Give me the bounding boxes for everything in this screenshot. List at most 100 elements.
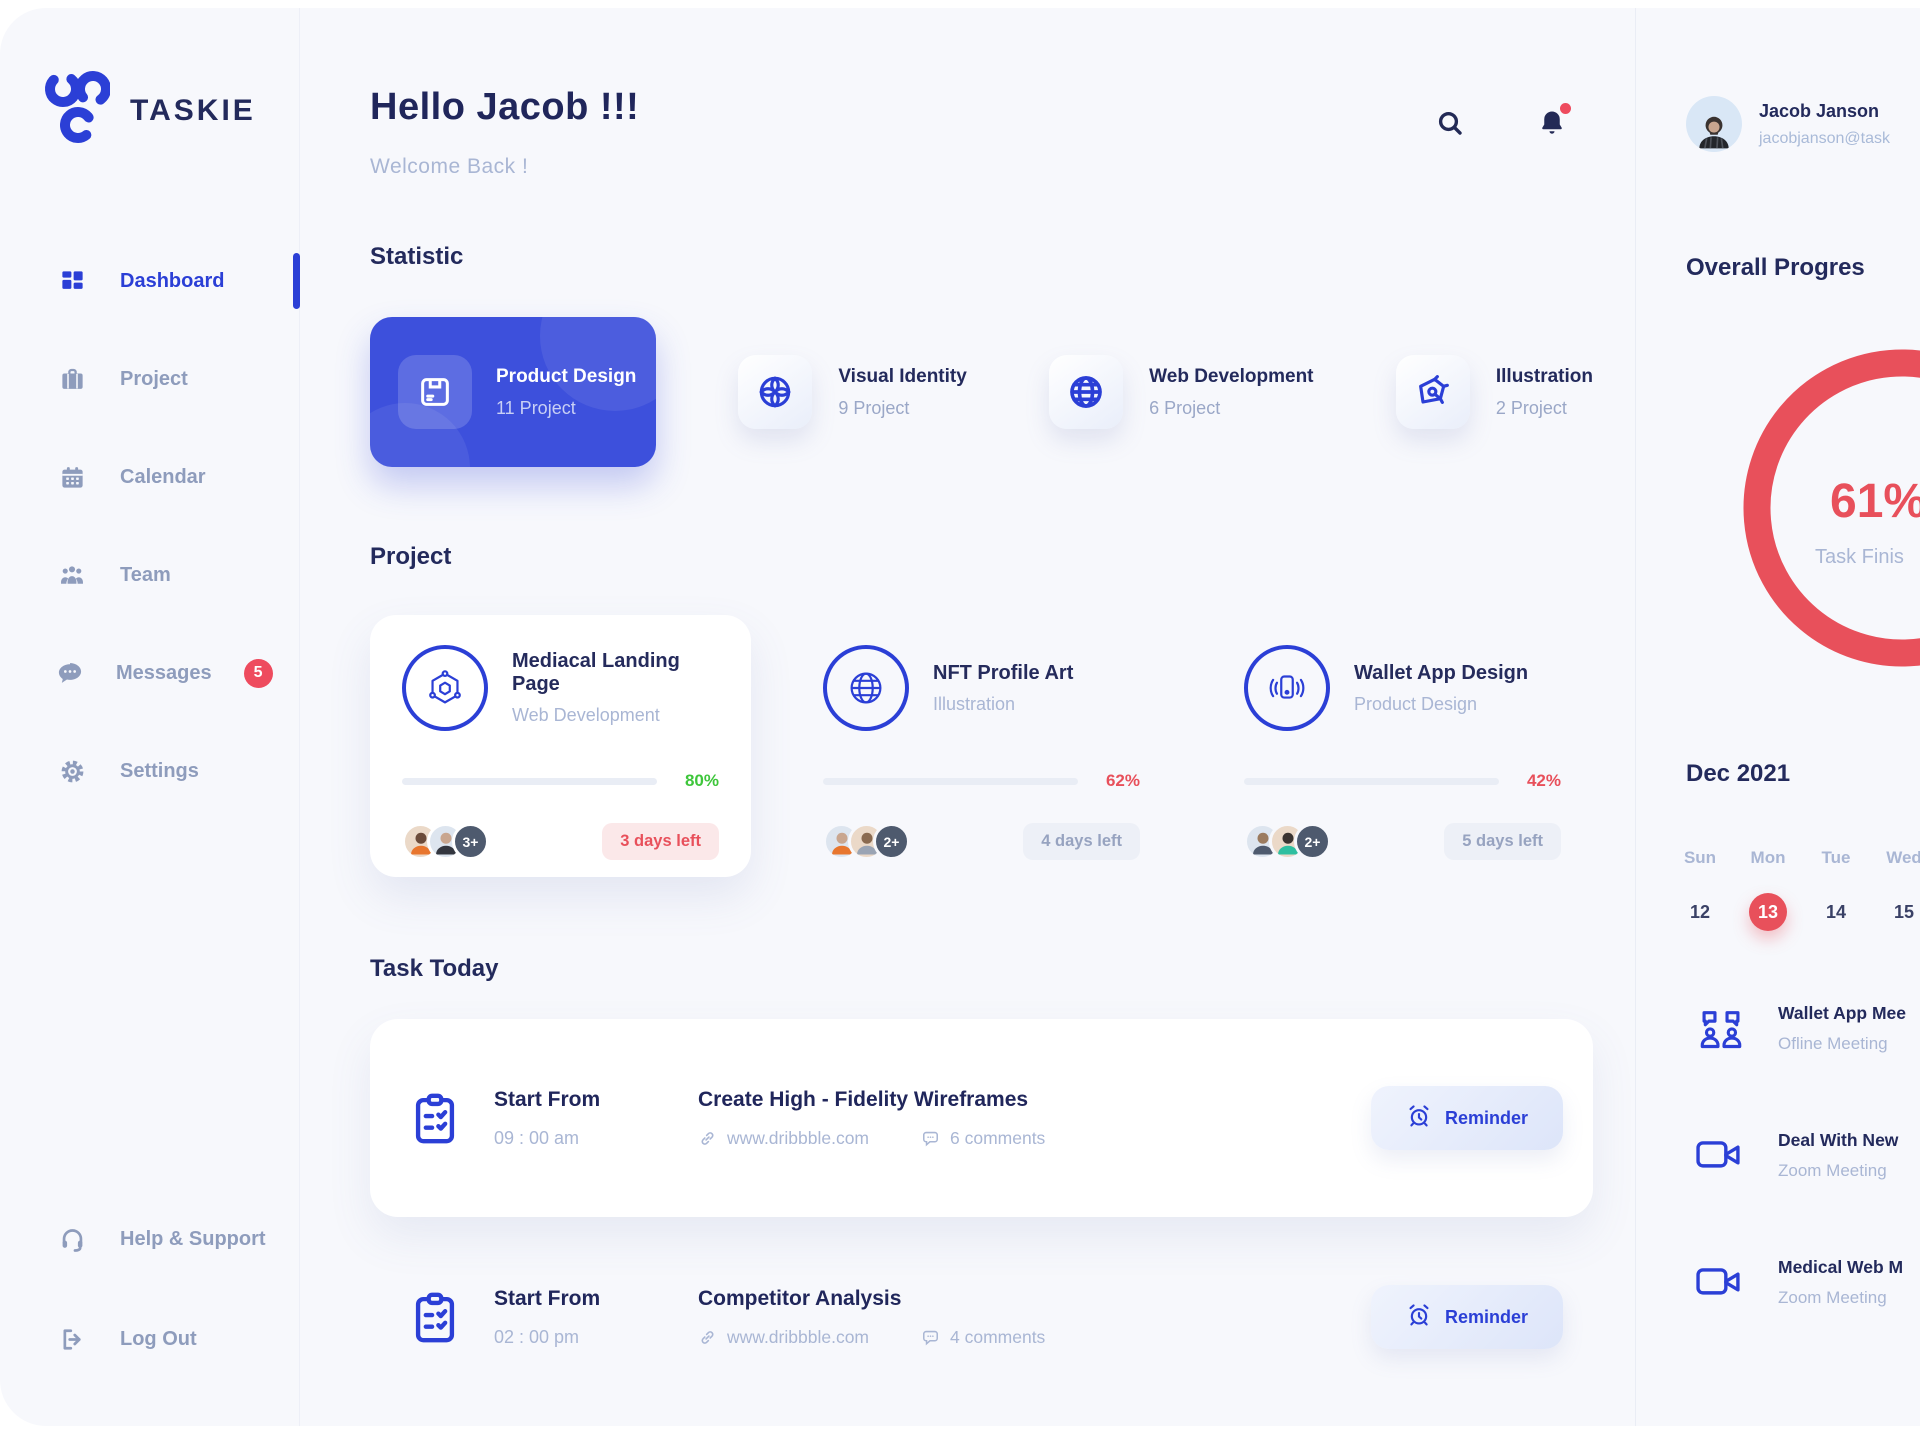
sidebar-item-project[interactable]: Project	[0, 353, 299, 405]
task-row[interactable]: Start From 02 : 00 pm Competitor Analysi…	[370, 1233, 1593, 1401]
calendar-month: Dec 2021	[1686, 760, 1791, 787]
right-panel: Jacob Janson jacobjanson@task Overall Pr…	[1635, 8, 1920, 1426]
stat-count: 6 Project	[1149, 397, 1221, 418]
sidebar-item-logout[interactable]: Log Out	[0, 1313, 299, 1365]
project-card-nft-profile[interactable]: NFT Profile Art Illustration 62% 2+ 4 da…	[791, 615, 1172, 877]
calendar-day-labels: Sun Mon Tue Wed	[1666, 848, 1920, 868]
day-label: Sun	[1683, 848, 1717, 867]
meeting-item[interactable]: Wallet App Mee Ofline Meeting	[1692, 1003, 1920, 1061]
people-chat-icon	[1692, 1003, 1750, 1061]
project-category: Product Design	[1354, 693, 1478, 714]
project-name: NFT Profile Art	[933, 661, 1074, 684]
alarm-clock-icon	[1406, 1302, 1432, 1333]
progress-bar: 62%	[823, 771, 1140, 791]
sidebar-item-team[interactable]: Team	[0, 549, 299, 601]
reminder-button[interactable]: Reminder	[1371, 1285, 1563, 1349]
project-category: Illustration	[933, 693, 1016, 714]
overall-progress-heading: Overall Progres	[1686, 254, 1865, 281]
stat-card-product-design[interactable]: Product Design 11 Project	[370, 317, 656, 467]
sidebar-item-help-support[interactable]: Help & Support	[0, 1213, 299, 1265]
overall-progress-caption: Task Finis	[1815, 546, 1904, 568]
project-card-wallet-app[interactable]: Wallet App Design Product Design 42% 2+ …	[1212, 615, 1593, 877]
task-link[interactable]: www.dribbble.com	[698, 1327, 869, 1348]
project-name: Mediacal Landing Page	[512, 650, 680, 695]
globe-icon	[1049, 355, 1124, 429]
sidebar-item-settings[interactable]: Settings	[0, 745, 299, 797]
sidebar: TASKIE Dashboard	[0, 8, 300, 1426]
project-card-medical-landing[interactable]: Mediacal Landing Page Web Development 80…	[370, 615, 751, 877]
days-left-chip: 3 days left	[602, 823, 719, 860]
sidebar-item-label: Messages	[116, 661, 212, 684]
hexagon-network-icon	[402, 645, 488, 731]
calendar-icon	[56, 464, 88, 491]
reminder-label: Reminder	[1444, 1306, 1529, 1327]
task-start-time: 09 : 00 am	[494, 1127, 580, 1148]
headset-icon	[56, 1226, 88, 1253]
gear-icon	[56, 758, 88, 785]
comment-icon	[921, 1328, 940, 1347]
task-link-text: www.dribbble.com	[727, 1127, 869, 1148]
briefcase-icon	[56, 366, 88, 393]
meeting-type: Ofline Meeting	[1778, 1034, 1888, 1053]
globe-wire-icon	[823, 645, 909, 731]
meeting-item[interactable]: Deal With New Zoom Meeting	[1692, 1130, 1920, 1181]
project-category: Web Development	[512, 705, 660, 725]
stat-card-web-development[interactable]: Web Development 6 Project	[1049, 355, 1314, 429]
task-comments-text: 6 comments	[950, 1127, 1046, 1148]
days-left-chip: 5 days left	[1444, 823, 1561, 860]
stat-name: Product Design	[496, 365, 637, 387]
task-link[interactable]: www.dribbble.com	[698, 1128, 869, 1149]
meeting-item[interactable]: Medical Web M Zoom Meeting	[1692, 1257, 1920, 1308]
overall-progress-value: 61%	[1830, 475, 1920, 528]
sidebar-item-label: Log Out	[120, 1327, 197, 1350]
avatar	[1686, 96, 1742, 152]
sidebar-item-label: Dashboard	[120, 269, 225, 292]
stat-card-illustration[interactable]: Illustration 2 Project	[1395, 355, 1593, 429]
logout-icon	[56, 1326, 88, 1353]
project-name: Wallet App Design	[1354, 661, 1529, 684]
task-start-time: 02 : 00 pm	[494, 1326, 580, 1347]
notification-bell-icon[interactable]	[1535, 103, 1571, 140]
calendar-date[interactable]: 12	[1689, 901, 1711, 922]
progress-value: 42%	[1526, 771, 1561, 790]
task-start-label: Start From	[494, 1087, 601, 1111]
task-comments[interactable]: 4 comments	[921, 1327, 1045, 1348]
link-icon	[698, 1328, 717, 1347]
calendar-date[interactable]: 15	[1893, 901, 1915, 922]
notification-dot	[1560, 103, 1571, 114]
reminder-button[interactable]: Reminder	[1371, 1086, 1563, 1150]
sidebar-footer: Help & Support Log Out	[0, 1213, 299, 1413]
sidebar-item-label: Project	[120, 367, 188, 390]
link-icon	[698, 1129, 717, 1148]
member-avatars: 2+	[1244, 823, 1331, 860]
stat-card-visual-identity[interactable]: Visual Identity 9 Project	[738, 355, 967, 429]
day-label: Mon	[1750, 848, 1786, 867]
task-row[interactable]: Start From 09 : 00 am Create High - Fide…	[370, 1019, 1593, 1217]
task-comments[interactable]: 6 comments	[921, 1128, 1045, 1149]
sidebar-item-messages[interactable]: Messages 5	[0, 647, 299, 699]
stat-count: 2 Project	[1495, 397, 1567, 418]
avatar-overflow-count: 2+	[1294, 823, 1331, 860]
user-profile[interactable]: Jacob Janson jacobjanson@task	[1686, 96, 1920, 152]
meeting-type: Zoom Meeting	[1778, 1288, 1887, 1307]
reminder-label: Reminder	[1444, 1107, 1529, 1128]
meeting-title: Wallet App Mee	[1778, 1003, 1907, 1023]
task-today-heading: Task Today	[370, 955, 499, 982]
stat-name: Web Development	[1149, 365, 1314, 387]
progress-bar: 42%	[1244, 771, 1561, 791]
day-label: Tue	[1821, 848, 1851, 867]
comment-icon	[921, 1129, 940, 1148]
search-icon[interactable]	[1433, 106, 1467, 140]
stat-name: Illustration	[1495, 365, 1593, 387]
sidebar-item-label: Settings	[120, 759, 199, 782]
sidebar-item-dashboard[interactable]: Dashboard	[0, 253, 300, 309]
sidebar-item-calendar[interactable]: Calendar	[0, 451, 299, 503]
calendar-date[interactable]: 14	[1825, 901, 1847, 922]
meeting-title: Deal With New	[1778, 1130, 1899, 1150]
meeting-type: Zoom Meeting	[1778, 1161, 1887, 1180]
messages-badge: 5	[243, 658, 273, 688]
statistic-row: Product Design 11 Project Visual Identit…	[370, 317, 1593, 467]
sidebar-item-label: Team	[120, 563, 171, 586]
phone-vibrate-icon	[1244, 645, 1330, 731]
calendar-date-selected[interactable]: 13	[1734, 892, 1802, 932]
